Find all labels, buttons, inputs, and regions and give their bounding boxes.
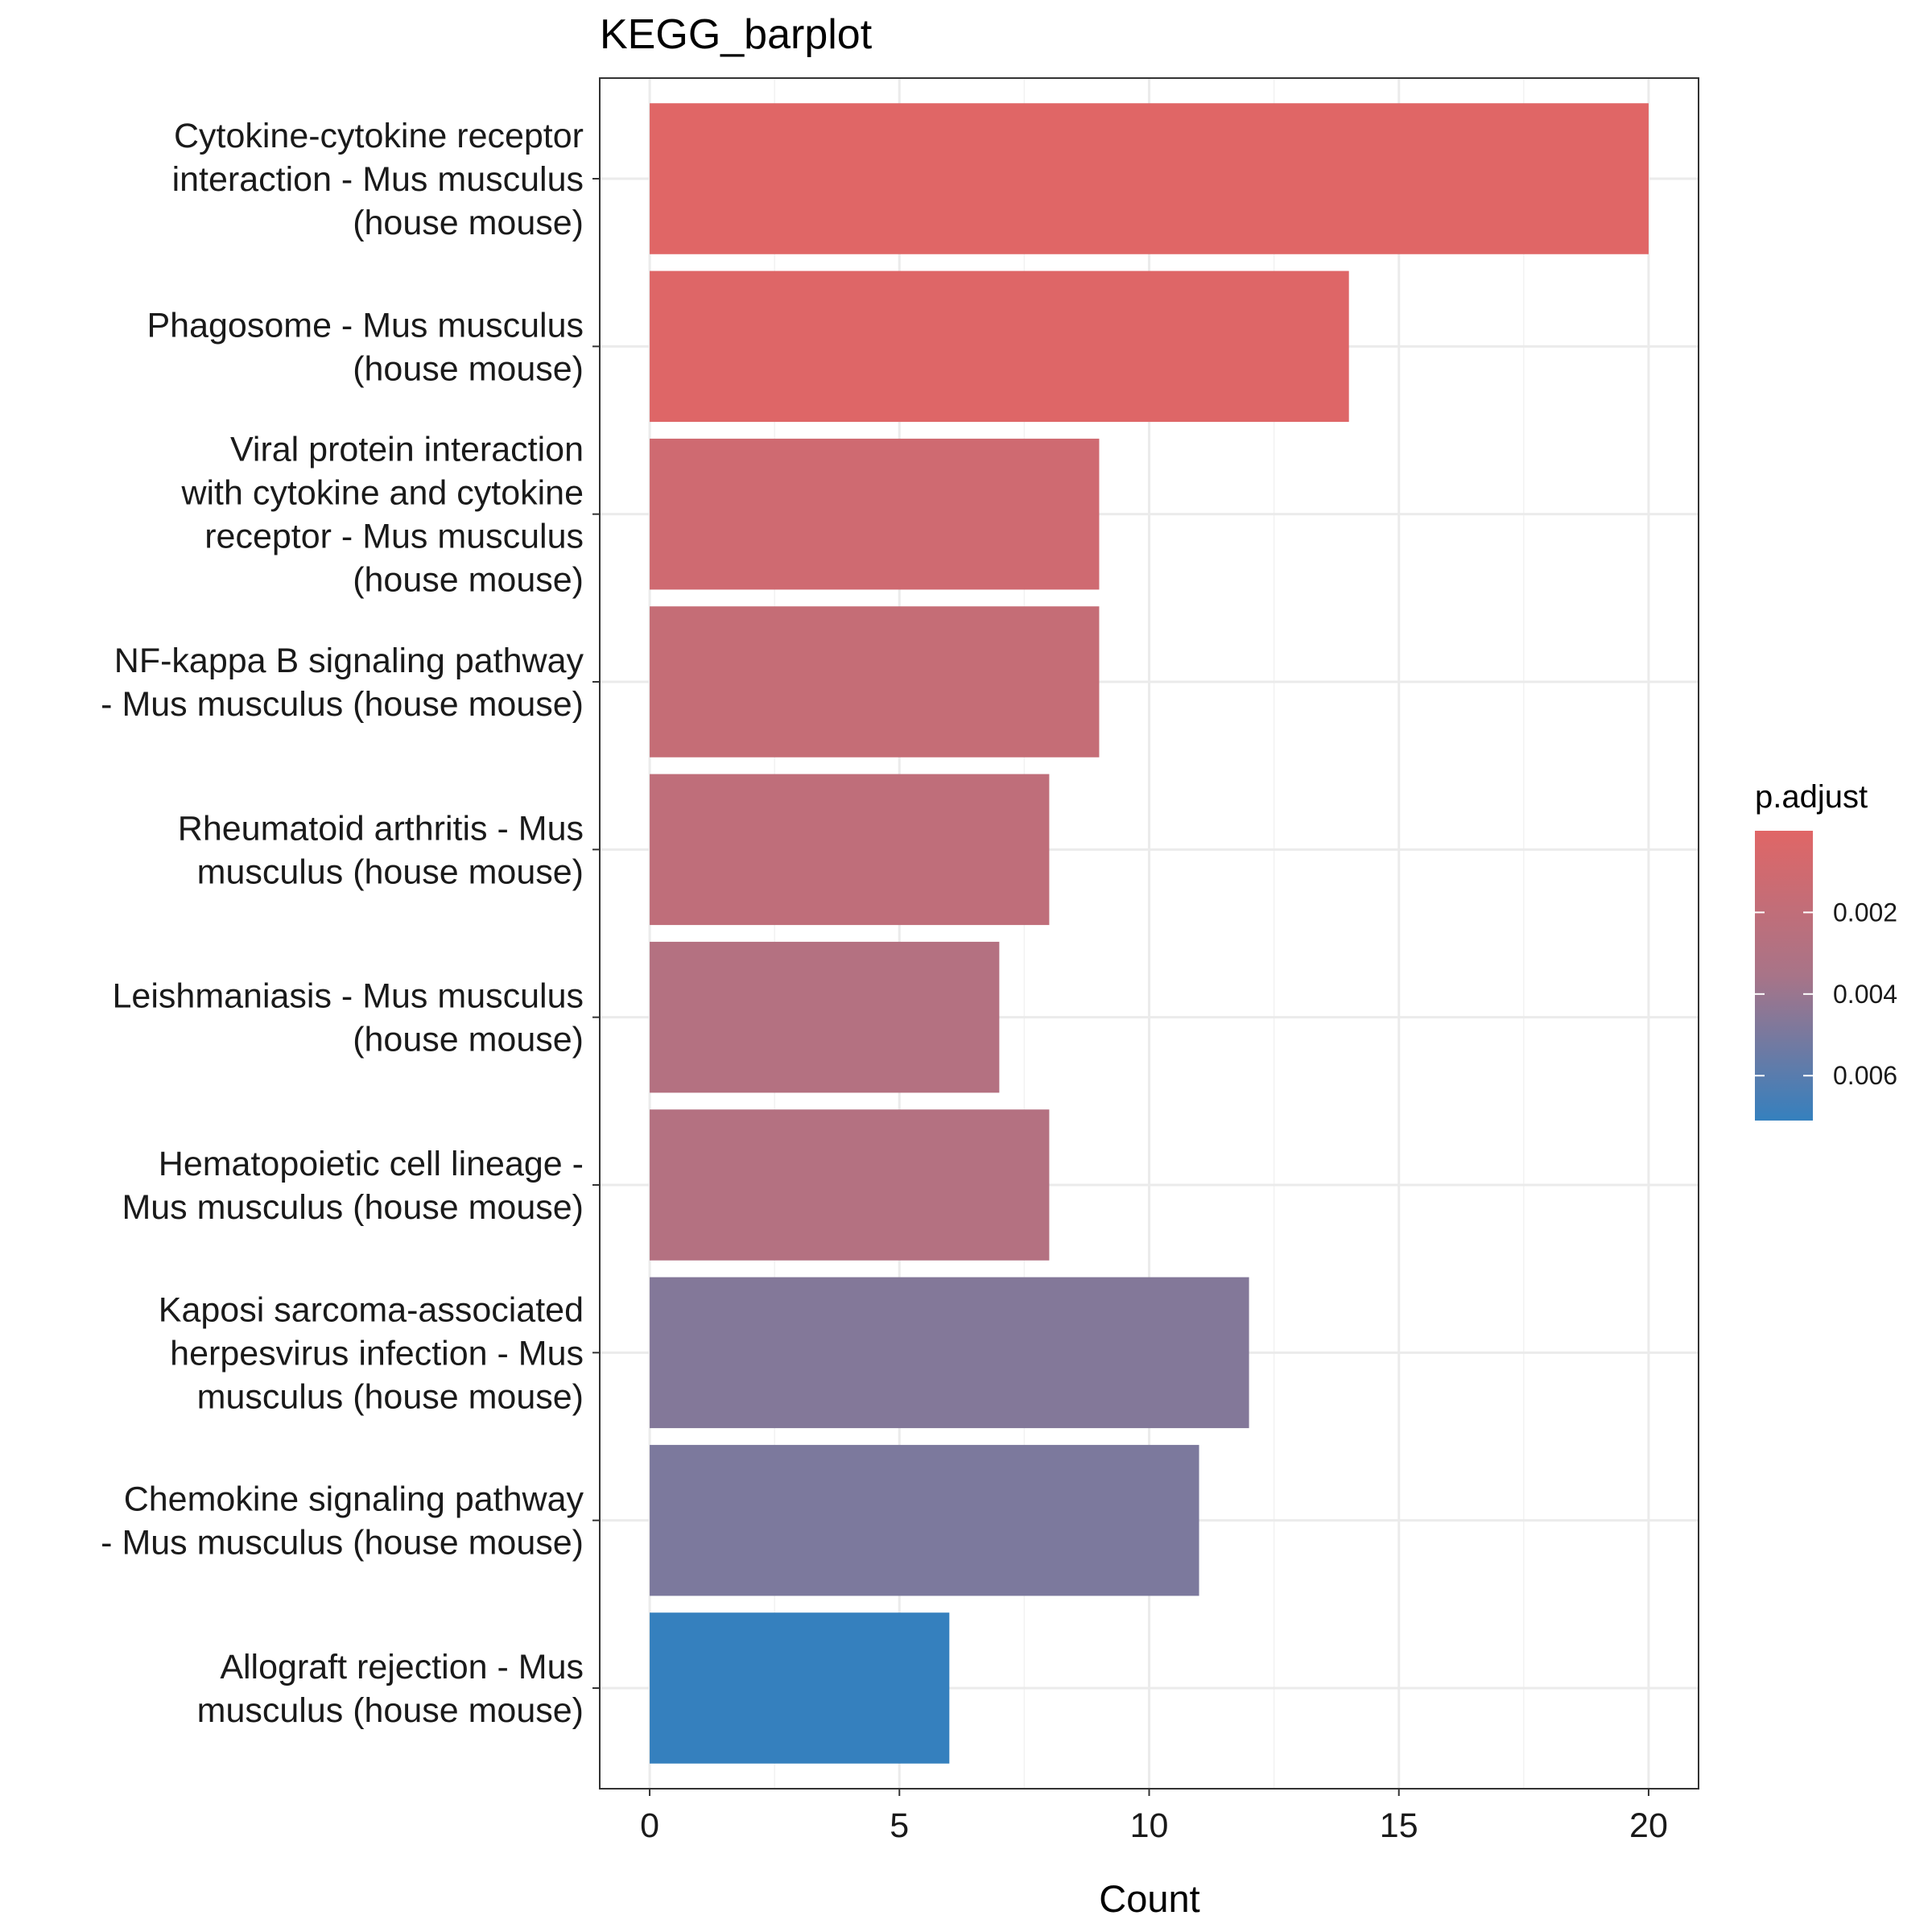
y-axis: Cytokine-cytokine receptor interaction - … (101, 117, 600, 1730)
y-tick-label: Rheumatoid arthritis - Mus musculus (hous… (178, 809, 584, 891)
y-tick-label-line: - Mus musculus (house mouse) (101, 1524, 584, 1563)
y-tick-label-line: Hematopoietic cell lineage - (159, 1145, 584, 1183)
x-axis: 0 5 10 15 20 (640, 1789, 1668, 1845)
legend-tick-label: 0.004 (1833, 980, 1897, 1009)
y-tick-label: NF-kappa B signaling pathway - Mus muscul… (101, 642, 584, 724)
y-tick-label-line: Cytokine-cytokine receptor (174, 117, 584, 155)
x-tick-label: 0 (640, 1806, 659, 1845)
legend-ticks: 0.002 0.004 0.006 (1755, 898, 1897, 1090)
y-tick-label-line: herpesvirus infection - Mus (170, 1334, 584, 1373)
y-tick-label-line: (house mouse) (353, 204, 584, 242)
x-axis-title: Count (1099, 1877, 1199, 1920)
x-tick-label: 20 (1629, 1806, 1668, 1845)
y-tick-label: Hematopoietic cell lineage - Mus musculus… (122, 1145, 584, 1227)
y-tick-label-line: interaction - Mus musculus (172, 160, 584, 199)
y-tick-label-line: Rheumatoid arthritis - Mus (178, 809, 584, 848)
legend-tick-label: 0.006 (1833, 1061, 1897, 1090)
y-tick-label-line: NF-kappa B signaling pathway (114, 642, 584, 680)
chart-title: KEGG_barplot (600, 11, 873, 58)
y-tick-label-line: Leishmaniasis - Mus musculus (113, 977, 584, 1016)
bar (650, 774, 1050, 926)
y-tick-label-line: Phagosome - Mus musculus (147, 306, 584, 345)
y-tick-label-line: Kaposi sarcoma-associated (159, 1290, 584, 1329)
bar (650, 103, 1649, 254)
y-tick-label: Leishmaniasis - Mus musculus (house mouse… (113, 977, 584, 1059)
y-tick-label: Cytokine-cytokine receptor interaction - … (172, 117, 584, 242)
x-tick-label: 15 (1380, 1806, 1418, 1845)
x-tick-label: 5 (890, 1806, 909, 1845)
legend-title: p.adjust (1755, 779, 1868, 815)
y-tick-label: Allograft rejection - Mus musculus (house… (197, 1648, 584, 1730)
y-tick-label-line: musculus (house mouse) (197, 1691, 584, 1730)
bar (650, 1109, 1050, 1261)
y-tick-label-line: receptor - Mus musculus (204, 518, 584, 556)
legend-tick-label: 0.002 (1833, 898, 1897, 927)
bar (650, 270, 1349, 423)
legend-colorbar (1755, 831, 1813, 1121)
bar (650, 1277, 1249, 1429)
bar (650, 606, 1100, 758)
bar (650, 438, 1100, 590)
bar (650, 941, 1000, 1093)
bars-layer (650, 103, 1649, 1764)
y-tick-label-line: Allograft rejection - Mus (220, 1648, 584, 1686)
x-tick-label: 10 (1130, 1806, 1169, 1845)
bar (650, 1612, 950, 1764)
y-tick-label-line: Chemokine signaling pathway (124, 1480, 584, 1519)
legend: p.adjust 0.002 0.004 0.006 (1755, 779, 1897, 1121)
y-tick-label-line: (house mouse) (353, 1021, 584, 1059)
y-tick-label-line: musculus (house mouse) (197, 1377, 584, 1416)
y-tick-label-line: Mus musculus (house mouse) (122, 1188, 584, 1227)
y-tick-label-line: - Mus musculus (house mouse) (101, 685, 584, 724)
y-tick-label-line: (house mouse) (353, 561, 584, 600)
y-tick-label: Kaposi sarcoma-associated herpesvirus inf… (159, 1290, 584, 1416)
y-tick-label-line: musculus (house mouse) (197, 852, 584, 891)
y-tick-label: Chemokine signaling pathway - Mus musculu… (101, 1480, 584, 1563)
bar (650, 1444, 1199, 1596)
y-tick-label: Phagosome - Mus musculus (house mouse) (147, 306, 584, 388)
y-tick-label: Viral protein interaction with cytokine a… (180, 431, 584, 600)
y-tick-label-line: Viral protein interaction (230, 431, 584, 469)
y-tick-label-line: with cytokine and cytokine (180, 474, 584, 513)
y-tick-label-line: (house mouse) (353, 349, 584, 388)
